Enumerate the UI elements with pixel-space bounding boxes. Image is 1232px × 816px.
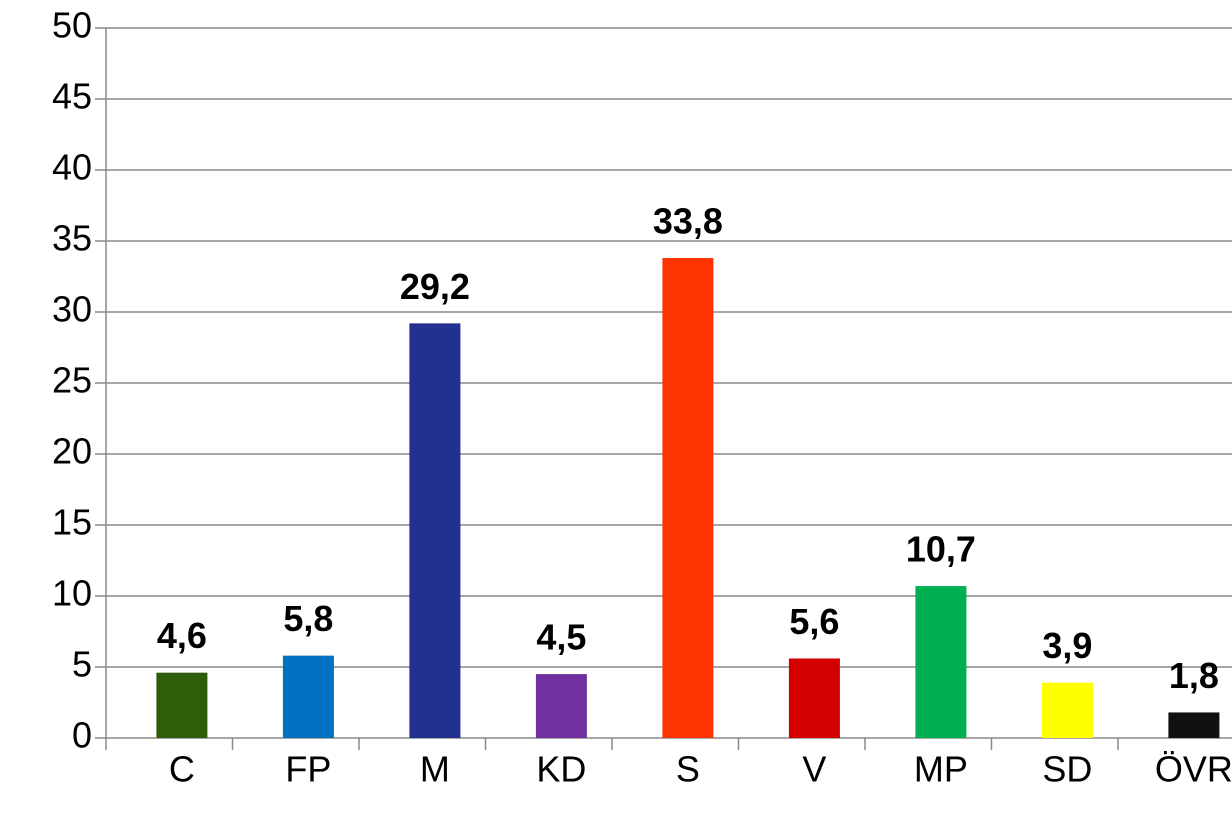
- bar: [282, 655, 334, 738]
- value-label: 29,2: [400, 266, 470, 307]
- y-tick-label: 0: [72, 715, 92, 756]
- y-tick-label: 15: [52, 502, 92, 543]
- y-tick-label: 35: [52, 218, 92, 259]
- y-tick-label: 20: [52, 431, 92, 472]
- bar: [1168, 712, 1220, 738]
- value-label: 3,9: [1042, 625, 1092, 666]
- bar: [662, 258, 714, 738]
- y-tick-label: 50: [52, 5, 92, 46]
- value-label: 10,7: [906, 529, 976, 570]
- y-tick-label: 5: [72, 644, 92, 685]
- value-label: 4,6: [157, 615, 207, 656]
- bar: [156, 672, 208, 738]
- y-tick-label: 40: [52, 147, 92, 188]
- bar: [1041, 682, 1093, 738]
- x-tick-label: KD: [536, 749, 586, 790]
- value-label: 4,5: [536, 617, 586, 658]
- y-tick-label: 45: [52, 76, 92, 117]
- value-label: 1,8: [1169, 655, 1219, 696]
- x-tick-label: FP: [285, 749, 331, 790]
- x-tick-label: M: [420, 749, 450, 790]
- y-tick-label: 30: [52, 289, 92, 330]
- x-tick-label: SD: [1042, 749, 1092, 790]
- y-tick-label: 10: [52, 573, 92, 614]
- x-tick-label: V: [802, 749, 826, 790]
- value-label: 5,6: [789, 601, 839, 642]
- x-tick-label: ÖVR: [1155, 749, 1232, 790]
- value-label: 5,8: [283, 598, 333, 639]
- bar: [915, 586, 967, 738]
- bar: [535, 674, 587, 738]
- y-tick-label: 25: [52, 360, 92, 401]
- value-label: 33,8: [653, 201, 723, 242]
- bar: [409, 323, 461, 738]
- bar: [788, 658, 840, 738]
- x-tick-label: S: [676, 749, 700, 790]
- x-tick-label: C: [169, 749, 195, 790]
- x-tick-label: MP: [914, 749, 968, 790]
